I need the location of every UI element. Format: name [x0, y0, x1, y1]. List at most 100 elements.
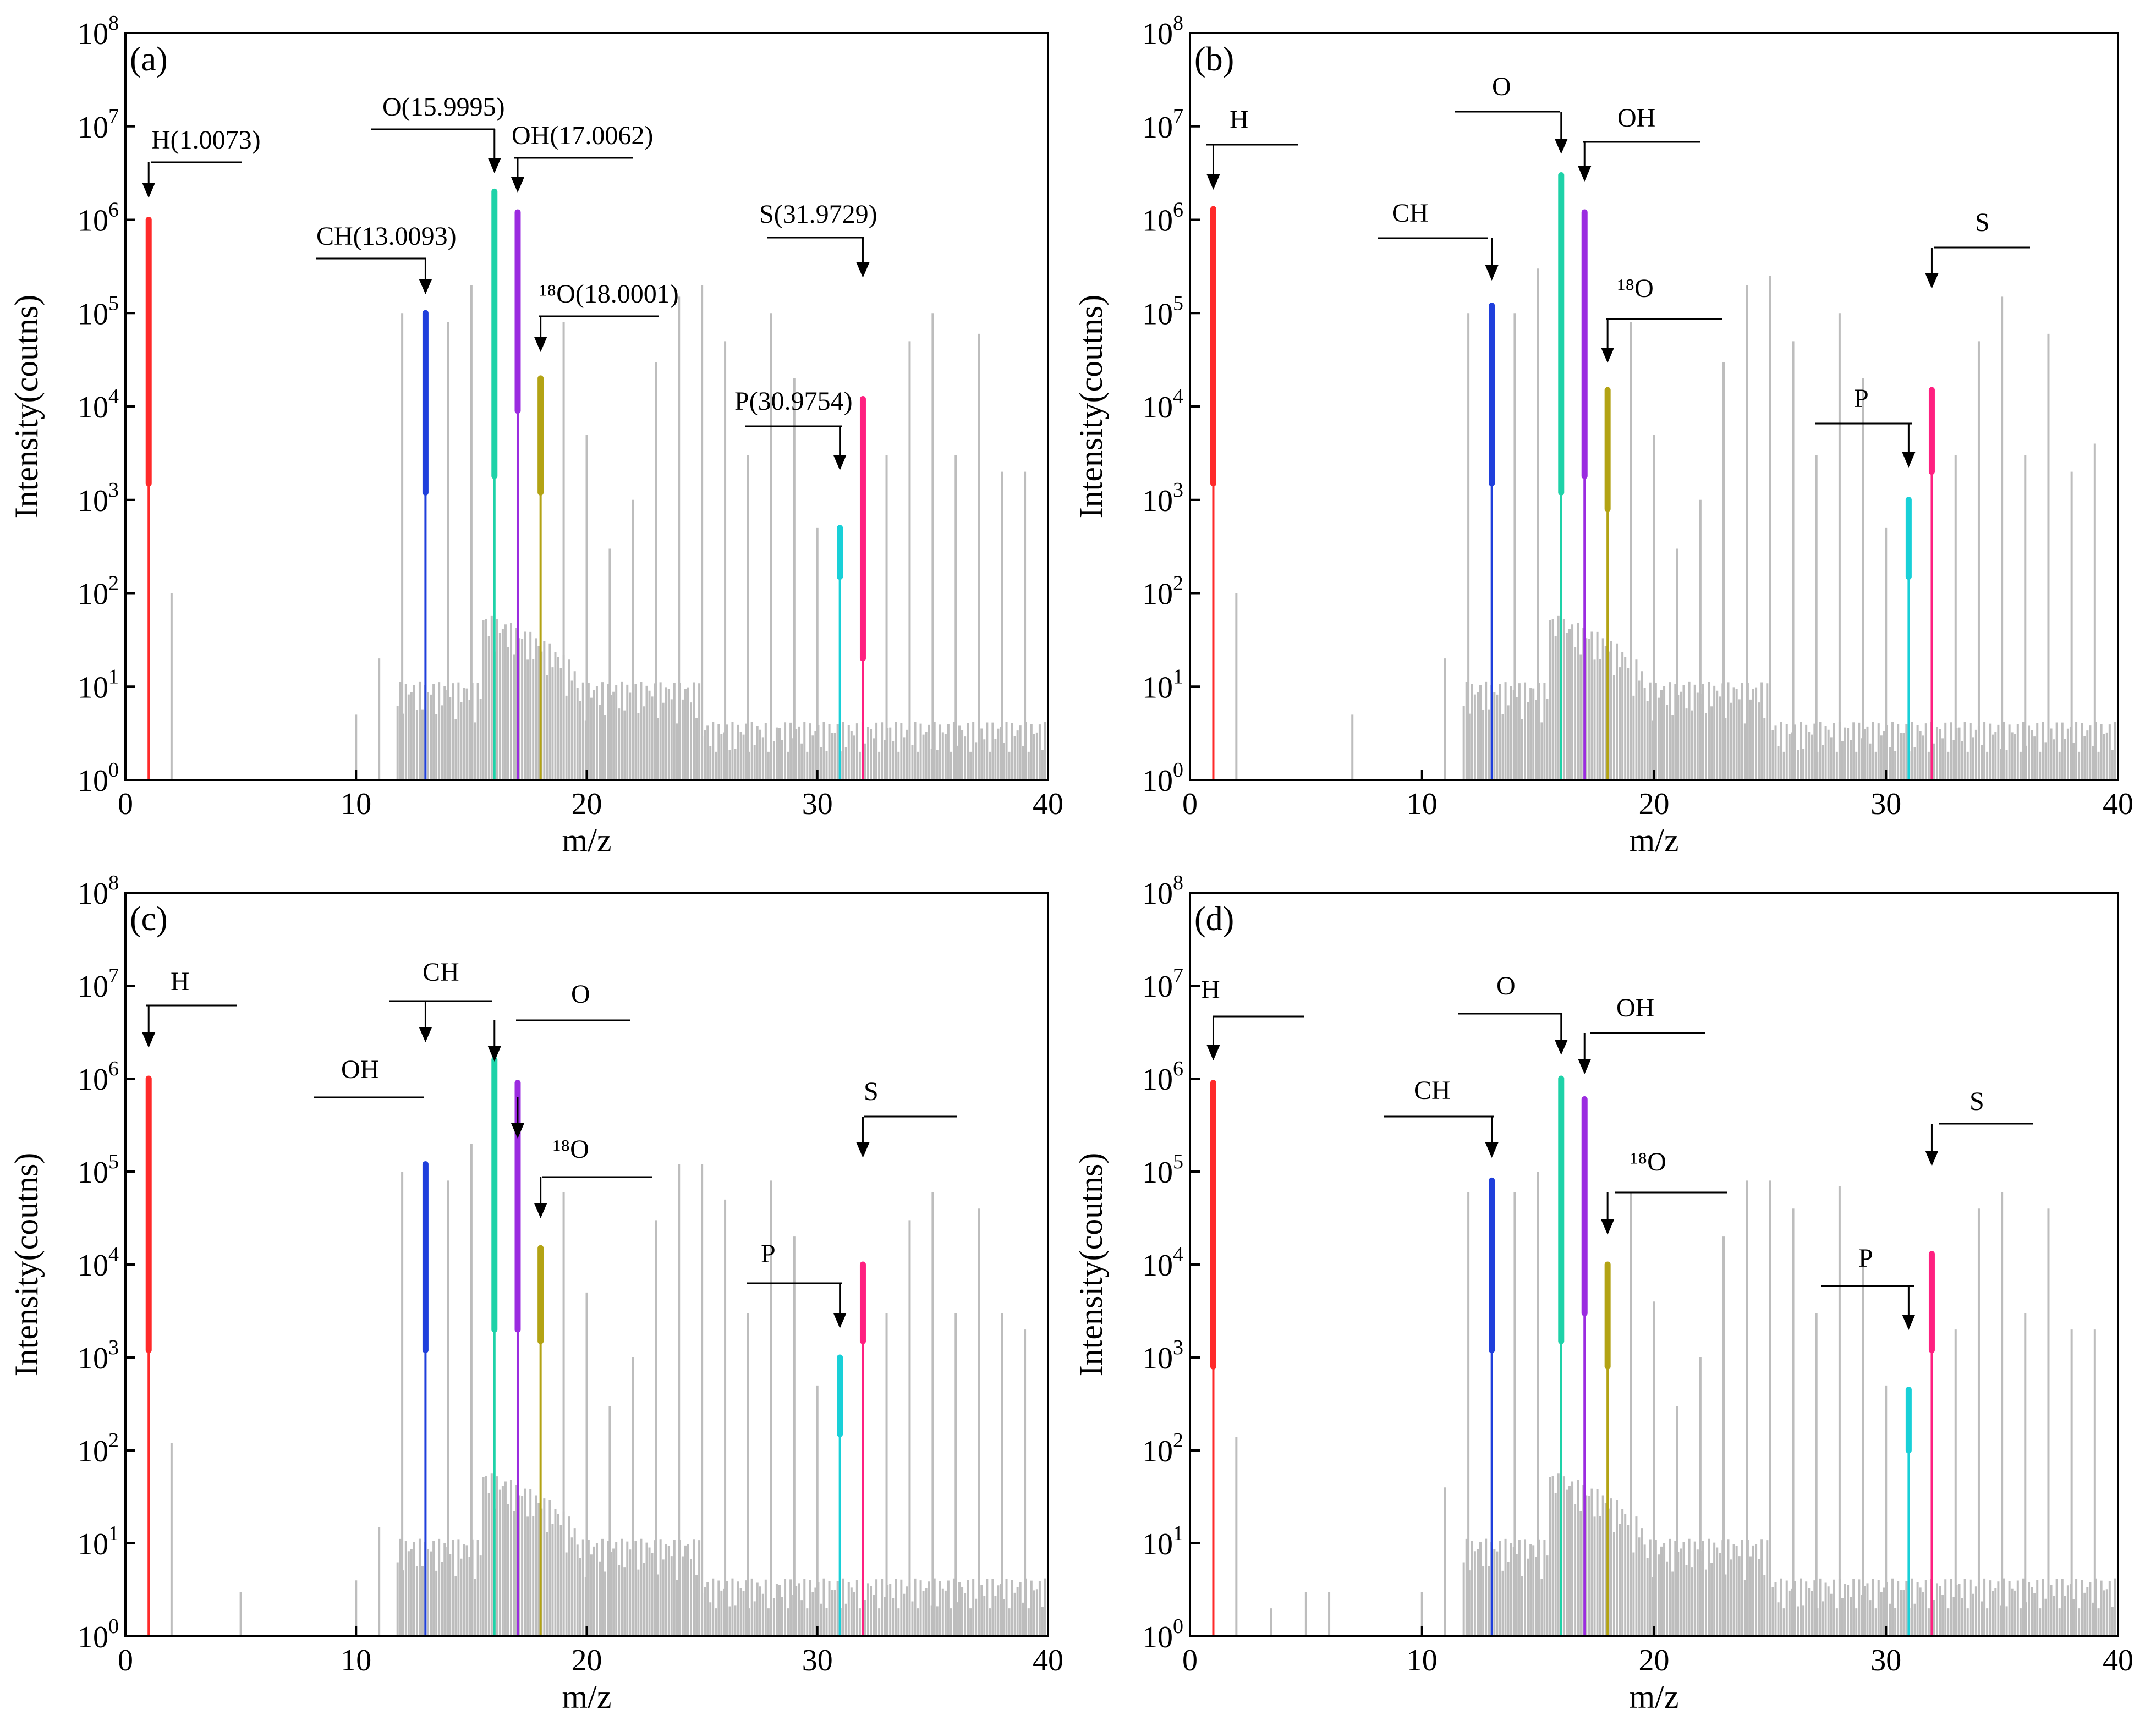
panel-label: (a) — [130, 41, 168, 78]
x-tick-label: 0 — [118, 787, 133, 821]
x-tick-label: 20 — [572, 787, 602, 821]
arrow-head — [1925, 1151, 1939, 1166]
arrow-head — [142, 1032, 156, 1048]
arrow-head — [1902, 1315, 1916, 1330]
y-axis-label: Intensity(coutns) — [1073, 1153, 1109, 1377]
arrow-head — [487, 1046, 501, 1062]
peak-label: OH — [341, 1055, 379, 1084]
arrow-head — [511, 1123, 524, 1139]
x-tick-label: 10 — [341, 787, 371, 821]
peak-label: S — [1975, 208, 1990, 237]
x-tick-label: 30 — [1870, 787, 1901, 821]
y-tick-label: 102 — [78, 572, 119, 612]
arrow-head — [1485, 265, 1499, 281]
y-tick-label: 100 — [78, 1615, 119, 1654]
peak-label: P — [1854, 384, 1869, 413]
arrow-head — [833, 455, 847, 470]
y-tick-label: 107 — [78, 964, 119, 1004]
peak-label: H(1.0073) — [151, 125, 261, 155]
peak-label: ¹⁸O — [1617, 274, 1654, 303]
y-tick-label: 107 — [1142, 105, 1183, 145]
x-tick-label: 40 — [2103, 787, 2133, 821]
x-axis-label: m/z — [1630, 822, 1679, 859]
y-tick-label: 100 — [1142, 1615, 1183, 1654]
x-tick-label: 0 — [1182, 1643, 1198, 1678]
peak-label: O — [1496, 971, 1516, 1001]
y-tick-label: 107 — [78, 105, 119, 145]
peak-label: OH — [1617, 103, 1655, 133]
peak-label: S — [864, 1077, 879, 1106]
y-tick-label: 108 — [1142, 871, 1183, 911]
y-tick-label: 103 — [78, 479, 119, 518]
x-tick-label: 20 — [572, 1643, 602, 1678]
panel-label: (b) — [1194, 41, 1234, 78]
y-tick-label: 104 — [78, 385, 119, 425]
panel-label: (d) — [1194, 900, 1234, 938]
y-tick-label: 108 — [78, 12, 119, 51]
x-tick-label: 40 — [1033, 787, 1063, 821]
peak-label: H — [1230, 105, 1249, 134]
arrow-head — [1206, 1045, 1220, 1060]
arrow-head — [534, 1203, 547, 1218]
peak-label: O — [571, 980, 590, 1009]
y-tick-label: 106 — [1142, 1057, 1183, 1097]
y-tick-label: 103 — [78, 1336, 119, 1376]
x-tick-label: 10 — [341, 1643, 371, 1678]
y-tick-label: 103 — [1142, 479, 1183, 518]
y-tick-label: 102 — [1142, 572, 1183, 612]
arrow-head — [1485, 1142, 1499, 1158]
arrow-head — [142, 183, 156, 198]
x-tick-label: 10 — [1407, 1643, 1438, 1678]
y-tick-label: 104 — [1142, 1243, 1183, 1283]
panel-d: 0 10 20 30 40 100 101 102 103 104 105 106 107 108 m/z I… — [1073, 871, 2133, 1715]
y-tick-label: 108 — [78, 871, 119, 911]
peak-label: CH — [423, 958, 459, 987]
x-tick-label: 0 — [1182, 787, 1198, 821]
arrow-head — [511, 177, 524, 193]
peak-label: S — [1970, 1087, 1984, 1116]
peak-label: H — [171, 967, 190, 996]
y-tick-label: 107 — [1142, 964, 1183, 1004]
x-axis-label: m/z — [562, 822, 612, 859]
arrow-head — [1601, 1219, 1615, 1235]
arrow-head — [1902, 452, 1916, 468]
peak-label: CH — [1414, 1076, 1451, 1105]
x-tick-label: 20 — [1639, 1643, 1670, 1678]
y-axis-label: Intensity(coutns) — [8, 295, 45, 519]
peak-label: ¹⁸O(18.0001) — [539, 279, 679, 309]
panel-label: (c) — [130, 900, 168, 938]
peak-label: OH(17.0062) — [512, 121, 653, 150]
arrow-head — [1601, 348, 1615, 363]
y-tick-label: 100 — [1142, 758, 1183, 798]
arrow-head — [1578, 1059, 1592, 1074]
arrow-head — [856, 262, 870, 278]
y-tick-label: 108 — [1142, 12, 1183, 51]
arrow-head — [833, 1313, 847, 1328]
y-tick-label: 103 — [1142, 1336, 1183, 1376]
arrow-head — [1554, 139, 1568, 154]
y-tick-label: 105 — [78, 292, 119, 331]
peak-label: CH(13.0093) — [316, 222, 457, 251]
peak-label: CH — [1392, 199, 1429, 228]
peak-label: ¹⁸O — [553, 1135, 589, 1164]
y-tick-label: 100 — [78, 758, 119, 798]
peak-label: P(30.9754) — [734, 387, 853, 416]
peak-label: O — [1492, 72, 1511, 101]
x-tick-label: 40 — [1033, 1643, 1063, 1678]
arrow-head — [1925, 273, 1939, 289]
arrow-head — [419, 1027, 432, 1042]
arrow-head — [856, 1142, 870, 1158]
y-axis-label: Intensity(coutns) — [1073, 295, 1109, 519]
peak-label: P — [1858, 1244, 1873, 1273]
y-tick-label: 106 — [78, 1057, 119, 1097]
x-tick-label: 40 — [2103, 1643, 2133, 1678]
peak-label: S(31.9729) — [759, 200, 877, 229]
peak-label: H — [1201, 975, 1220, 1004]
arrow-head — [419, 279, 432, 294]
y-tick-label: 102 — [78, 1429, 119, 1469]
arrow-head — [487, 158, 501, 173]
panel-c: 0 10 20 30 40 100 101 102 103 104 105 106 107 108 m/z I… — [8, 871, 1063, 1715]
y-tick-label: 101 — [1142, 1522, 1183, 1562]
x-axis-label: m/z — [1630, 1679, 1679, 1715]
